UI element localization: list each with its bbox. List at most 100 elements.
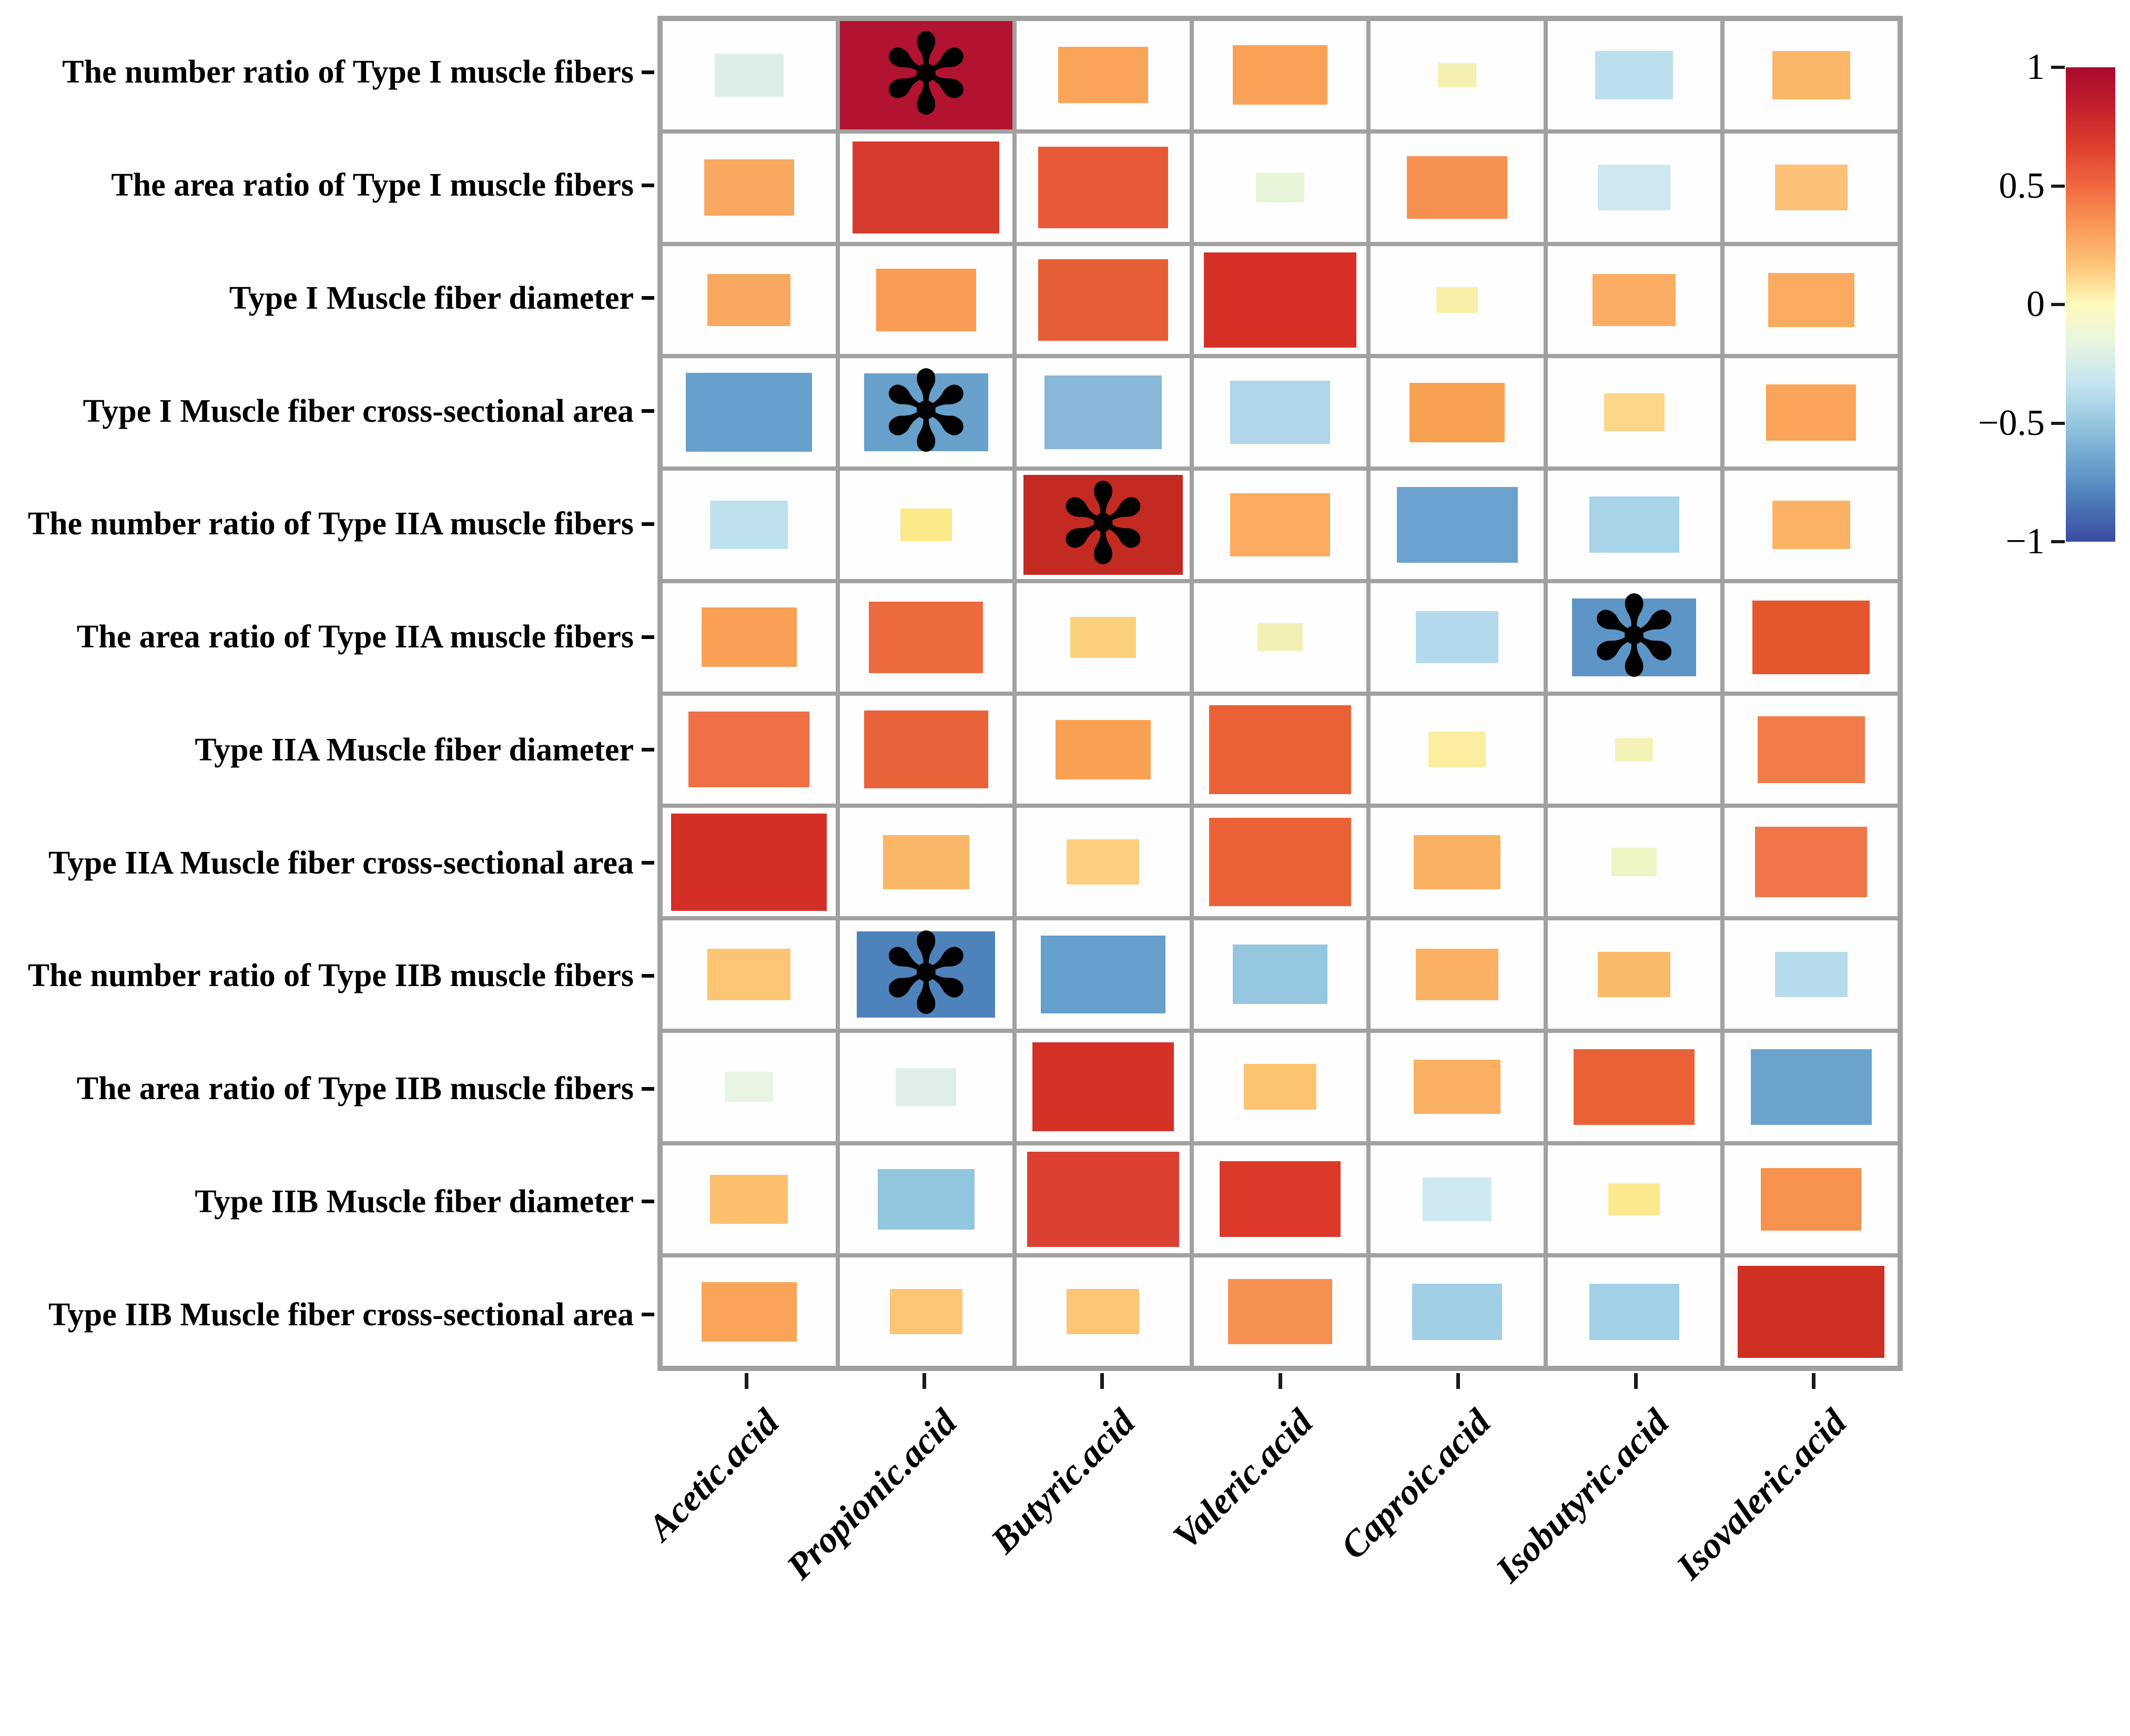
correlation-rect <box>1409 382 1505 442</box>
correlation-rect <box>671 813 827 911</box>
correlation-rect <box>839 21 1013 129</box>
significance-asterisk-icon: ✻ <box>879 909 972 1039</box>
matrix-cell-r11-c3 <box>1017 1145 1190 1254</box>
matrix-cell-r5-c5 <box>1371 471 1544 579</box>
matrix-cell-r2-c7 <box>1725 133 1898 242</box>
correlation-rect <box>864 373 989 452</box>
matrix-cell-r11-c1 <box>663 1145 836 1254</box>
correlation-rect <box>1593 274 1676 326</box>
correlation-rect <box>1750 1049 1872 1125</box>
correlation-rect <box>1595 50 1673 100</box>
correlation-rect <box>1754 827 1868 897</box>
matrix-cell-r1-c1 <box>663 21 836 129</box>
correlation-rect <box>1752 600 1870 674</box>
matrix-cell-r9-c5 <box>1371 920 1544 1029</box>
matrix-cell-r8-c5 <box>1371 808 1544 916</box>
correlation-rect <box>1766 384 1857 441</box>
matrix-cell-r12-c5 <box>1371 1257 1544 1366</box>
matrix-cell-r11-c5 <box>1371 1145 1544 1254</box>
matrix-cell-r8-c7 <box>1725 808 1898 916</box>
matrix-cell-r12-c3 <box>1017 1257 1190 1366</box>
y-axis-tick <box>642 409 654 413</box>
matrix-cell-r2-c2 <box>839 133 1013 242</box>
correlation-rect <box>707 274 791 326</box>
matrix-cell-r3-c4 <box>1193 246 1367 354</box>
matrix-cell-r1-c4 <box>1193 21 1367 129</box>
matrix-cell-r6-c4 <box>1193 583 1367 692</box>
matrix-cell-r7-c7 <box>1725 695 1898 804</box>
correlation-rect <box>1608 1183 1660 1216</box>
matrix-cell-r1-c3 <box>1017 21 1190 129</box>
correlation-rect <box>1604 393 1665 432</box>
correlation-rect <box>1209 817 1351 907</box>
correlation-rect <box>1056 719 1151 779</box>
correlation-rect <box>1257 623 1303 652</box>
matrix-cell-r9-c1 <box>663 920 836 1029</box>
matrix-cell-r11-c7 <box>1725 1145 1898 1254</box>
correlation-rect <box>1232 45 1328 105</box>
matrix-cell-r9-c7 <box>1725 920 1898 1029</box>
matrix-cell-r2-c6 <box>1547 133 1721 242</box>
correlation-rect <box>1774 165 1848 210</box>
y-axis-tick <box>642 183 654 187</box>
correlation-rect <box>707 948 791 1001</box>
correlation-rect <box>704 159 794 216</box>
colorbar-tick <box>2051 184 2065 188</box>
x-axis-tick <box>744 1373 748 1389</box>
correlation-rect <box>1414 1060 1500 1114</box>
y-axis-tick <box>642 70 654 74</box>
y-axis-tick <box>642 973 654 978</box>
correlation-rect <box>1243 1064 1316 1110</box>
matrix-cell-r7-c2 <box>839 695 1013 804</box>
matrix-cell-r7-c3 <box>1017 695 1190 804</box>
correlation-rect <box>1768 272 1854 327</box>
row-label-8: Type IIA Muscle fiber cross-sectional ar… <box>48 845 634 881</box>
correlation-rect <box>853 141 1000 234</box>
significance-asterisk-icon: ✻ <box>879 348 972 477</box>
correlation-rect <box>1038 147 1168 228</box>
matrix-cell-r5-c7 <box>1725 471 1898 579</box>
correlation-rect <box>686 373 813 452</box>
correlation-rect <box>701 607 797 667</box>
column-label-5: Caproic.acid <box>1333 1402 1499 1567</box>
correlation-rect <box>857 931 996 1018</box>
row-label-2: The area ratio of Type I muscle fibers <box>111 167 634 204</box>
matrix-cell-r3-c6 <box>1547 246 1721 354</box>
column-label-7: Isovaleric.acid <box>1669 1402 1854 1588</box>
correlation-rect <box>900 509 952 541</box>
matrix-cell-r5-c6 <box>1547 471 1721 579</box>
matrix-cell-r4-c6 <box>1547 358 1721 466</box>
colorbar-gradient <box>2066 67 2115 542</box>
matrix-cell-r3-c5 <box>1371 246 1544 354</box>
colorbar-tick-label: −0.5 <box>1978 402 2045 443</box>
matrix-cell-r10-c5 <box>1371 1032 1544 1141</box>
correlation-rect <box>1067 1288 1140 1335</box>
correlation-rect <box>1255 172 1304 203</box>
row-label-4: Type I Muscle fiber cross-sectional area <box>83 393 634 429</box>
correlation-rect <box>714 53 784 97</box>
correlation-rect <box>1436 287 1478 313</box>
correlation-rect <box>1070 616 1136 658</box>
matrix-cell-r6-c7 <box>1725 583 1898 692</box>
correlation-rect <box>889 1288 962 1335</box>
y-axis-tick <box>642 296 654 300</box>
correlation-rect <box>1761 1168 1861 1231</box>
correlation-rect <box>1230 381 1331 444</box>
matrix-cell-r5-c1 <box>663 471 836 579</box>
correlation-rect <box>1027 1151 1179 1247</box>
matrix-cell-r6-c2 <box>839 583 1013 692</box>
matrix-cell-r10-c6 <box>1547 1032 1721 1141</box>
colorbar-tick <box>2051 540 2065 543</box>
matrix-cell-r2-c3 <box>1017 133 1190 242</box>
correlation-rect <box>1589 496 1679 553</box>
correlation-rect <box>1023 475 1183 575</box>
matrix-cell-r12-c6 <box>1547 1257 1721 1366</box>
row-label-3: Type I Muscle fiber diameter <box>229 280 634 316</box>
correlation-rect <box>1067 839 1140 885</box>
matrix-cell-r7-c5 <box>1371 695 1544 804</box>
row-label-6: The area ratio of Type IIA muscle fibers <box>76 619 634 655</box>
correlation-rect <box>1041 935 1165 1013</box>
matrix-cell-r12-c7 <box>1725 1257 1898 1366</box>
correlation-rect <box>1422 1177 1492 1221</box>
matrix-cell-r7-c6 <box>1547 695 1721 804</box>
